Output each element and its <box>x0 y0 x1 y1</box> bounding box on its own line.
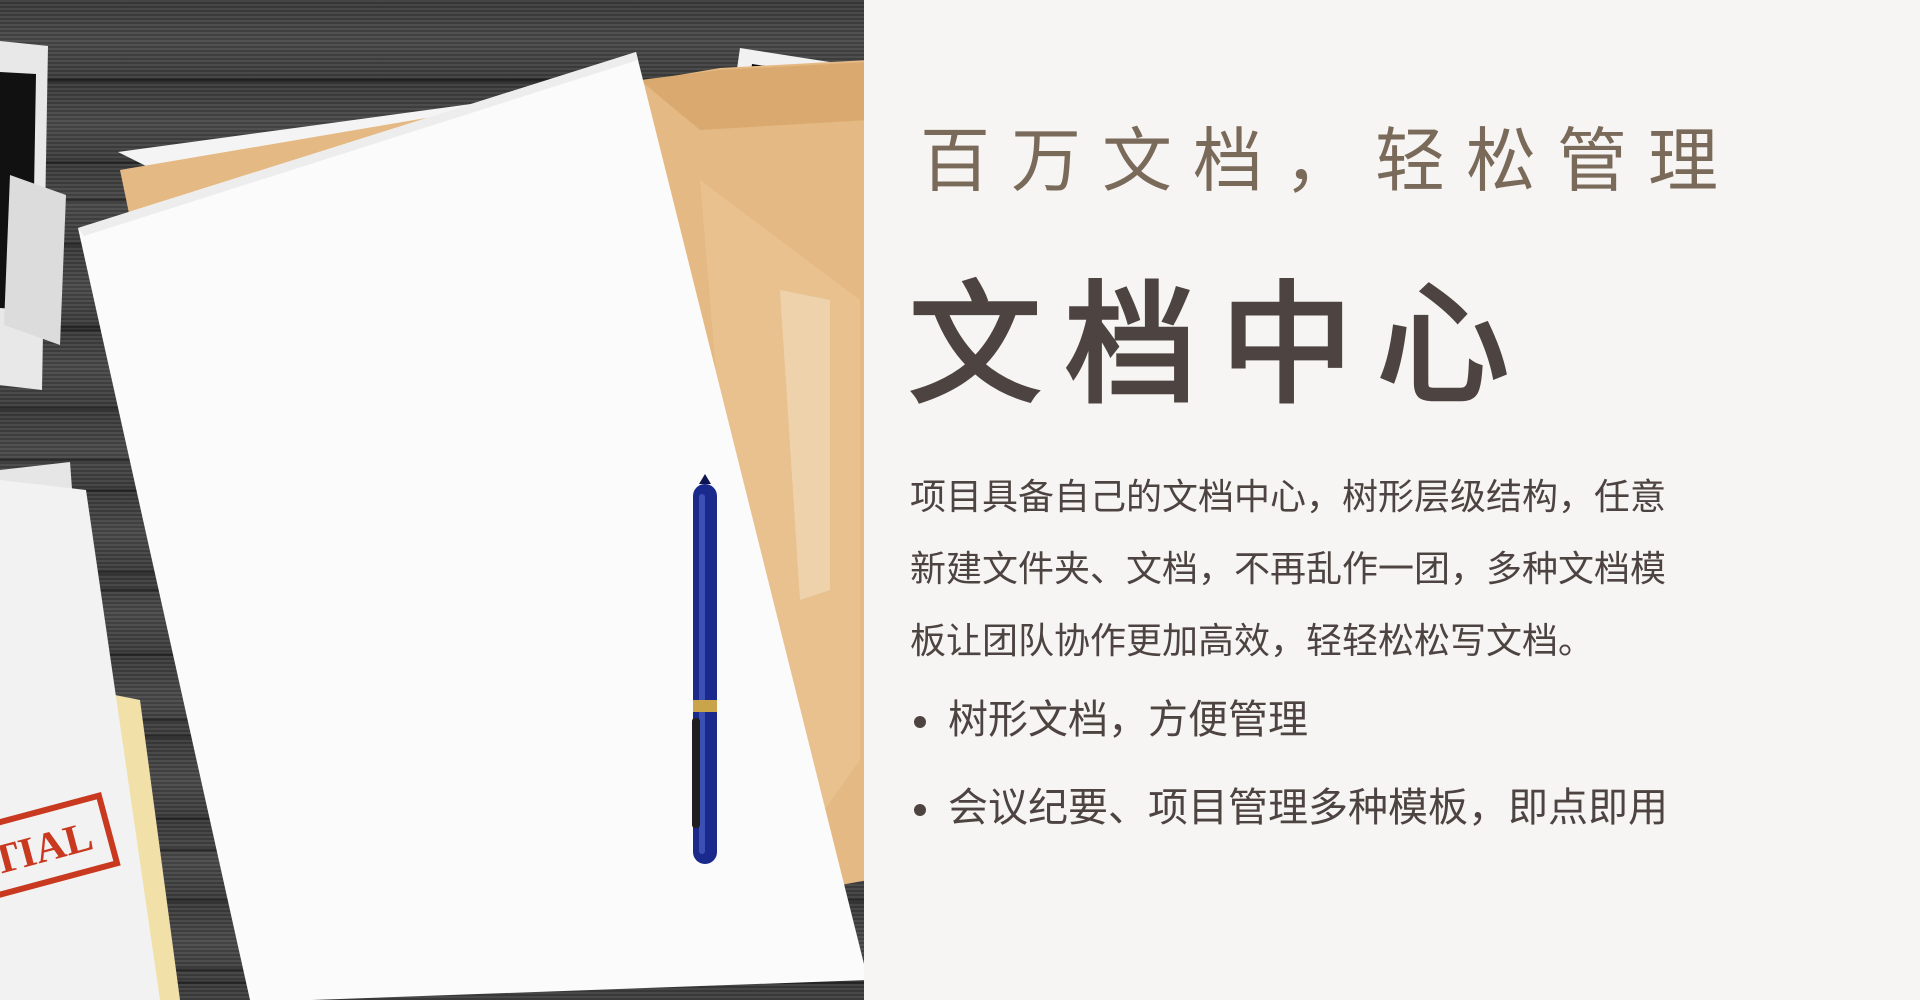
paper-sheet <box>78 52 864 1000</box>
pen <box>692 474 717 864</box>
hero-subtitle: 百万文档，轻松管理 <box>920 120 1739 202</box>
description-line: 板让团队协作更加高效，轻轻松松写文档。 <box>910 621 1595 662</box>
confidential-folder: TIAL <box>0 462 180 1000</box>
description-line: 新建文件夹、文档，不再乱作一团，多种文档模 <box>910 549 1667 590</box>
feature-item: 树形文档，方便管理 <box>910 700 1668 740</box>
feature-item: 会议纪要、项目管理多种模板，即点即用 <box>910 788 1668 828</box>
hero-title: 文档中心 <box>909 269 1533 423</box>
hero-image: TIAL <box>0 0 864 1000</box>
feature-text: 树形文档，方便管理 <box>948 697 1308 743</box>
hero-text-panel: 百万文档，轻松管理 文档中心 项目具备自己的文档中心，树形层级结构，任意 新建文… <box>864 0 1920 1000</box>
feature-text: 会议纪要、项目管理多种模板，即点即用 <box>948 785 1668 831</box>
desk-illustration: TIAL <box>0 41 864 1000</box>
polaroid-top-left <box>0 41 66 390</box>
description-line: 项目具备自己的文档中心，树形层级结构，任意 <box>910 477 1667 518</box>
feature-list: 树形文档，方便管理 会议纪要、项目管理多种模板，即点即用 <box>910 700 1668 876</box>
bullet-icon <box>914 716 926 728</box>
hero-description: 项目具备自己的文档中心，树形层级结构，任意 新建文件夹、文档，不再乱作一团，多种… <box>910 462 1790 678</box>
bullet-icon <box>914 804 926 816</box>
